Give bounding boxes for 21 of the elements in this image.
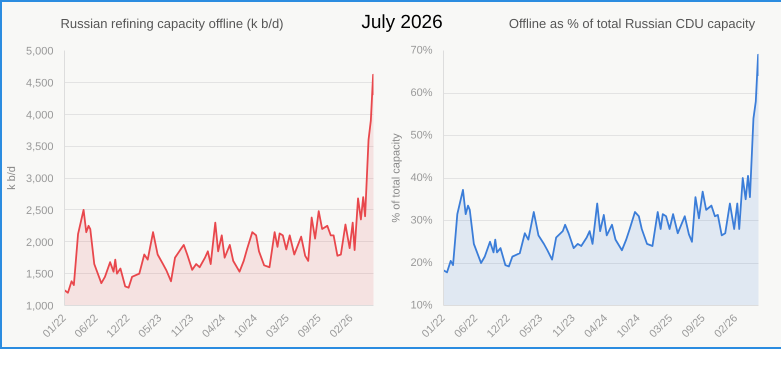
text: July 2026 — [361, 11, 443, 35]
y-tick-label: 70% — [410, 44, 433, 56]
y-axis-title: % of total capacity — [390, 132, 402, 223]
chart-title: Russian refining capacity offline (k b/d) — [60, 15, 284, 33]
y-tick-label: 10% — [410, 300, 433, 312]
y-axis-title: k b/d — [6, 166, 18, 190]
y-tick-label: 60% — [410, 87, 433, 99]
y-tick-label: 3,500 — [26, 141, 54, 154]
y-tick-label: 2,000 — [26, 236, 54, 249]
y-tick-label: 2,500 — [26, 204, 54, 217]
y-tick-label: 1,000 — [26, 300, 54, 312]
y-tick-label: 1,500 — [26, 268, 54, 281]
y-tick-label: 20% — [410, 257, 433, 269]
y-tick-label: 4,500 — [26, 77, 54, 90]
y-tick-label: 50% — [410, 130, 433, 142]
y-tick-label: 3,000 — [26, 173, 54, 185]
y-tick-label: 30% — [410, 214, 433, 226]
y-tick-label: 4,000 — [26, 109, 54, 122]
chart-title: Offline as % of total Russian CDU capacity — [508, 15, 756, 33]
y-tick-label: 40% — [410, 172, 433, 184]
y-tick-label: 5,000 — [26, 46, 54, 58]
